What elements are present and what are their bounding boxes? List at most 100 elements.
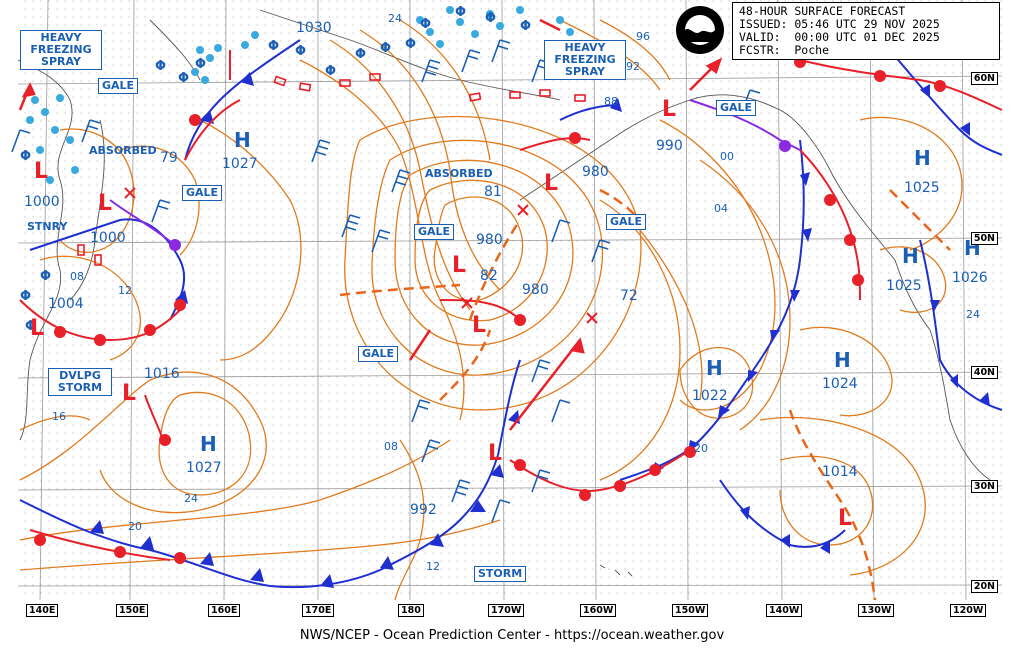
low-symbol-980b: L	[472, 313, 486, 338]
isobar-label: 92	[626, 60, 640, 73]
low-symbol-1004: L	[30, 316, 44, 341]
warm-front-bumps	[34, 56, 946, 564]
low-symbol-980a: L	[452, 253, 466, 278]
svg-text:Φ: Φ	[20, 289, 31, 304]
svg-text:Φ: Φ	[520, 19, 531, 34]
svg-text:Φ: Φ	[195, 57, 206, 72]
low-symbol-980c: L	[544, 171, 558, 196]
isobar-label: 20	[128, 520, 142, 533]
tag-dvlpg-storm: DVLPG STORM	[48, 368, 112, 396]
high-symbol: H	[234, 128, 251, 152]
svg-text:Φ: Φ	[295, 44, 306, 59]
svg-text:Φ: Φ	[455, 5, 466, 20]
low-symbols: L L L L L L L L L L	[30, 97, 852, 531]
low-pressure: 1014	[822, 464, 858, 480]
isobar-label: 12	[426, 560, 440, 573]
footer-credit: NWS/NCEP - Ocean Prediction Center - htt…	[299, 628, 725, 643]
low-pressure: 1000	[24, 194, 60, 210]
lon-label-170w: 170W	[488, 604, 525, 617]
tag-gale-6: GALE	[716, 100, 757, 116]
isobar-label: 81	[484, 184, 502, 200]
header-line3: VALID: 00:00 UTC 01 DEC 2025	[739, 30, 940, 44]
low-symbol-990: L	[662, 97, 676, 122]
low-symbol-1000a: L	[34, 159, 48, 184]
high-pressure: 1027	[186, 460, 222, 476]
low-pressure: 1016	[144, 366, 180, 382]
svg-text:Φ: Φ	[268, 39, 279, 54]
low-pressure: 1000	[90, 230, 126, 246]
isobar-label: 08	[384, 440, 398, 453]
svg-text:Φ: Φ	[485, 11, 496, 26]
low-pressure: 980	[522, 282, 549, 298]
lat-label-50n: 50N	[970, 232, 998, 245]
svg-text:Φ: Φ	[178, 71, 189, 86]
high-pressure: 1025	[904, 180, 940, 196]
lon-label-140w: 140W	[766, 604, 803, 617]
cold-fronts	[19, 39, 1003, 589]
tag-storm: STORM	[474, 566, 527, 582]
isobar-label: 04	[714, 202, 728, 215]
lat-label-30n: 30N	[970, 480, 998, 493]
header-line4: FCSTR: Poche	[739, 43, 830, 57]
tag-heavy-freezing-spray-west: HEAVY FREEZING SPRAY	[20, 30, 102, 70]
low-pressure: 980	[582, 164, 609, 180]
isobar-label: 24	[388, 12, 402, 25]
isobar-label: 96	[636, 30, 650, 43]
high-pressure: 1027	[222, 156, 258, 172]
svg-text:Φ: Φ	[20, 149, 31, 164]
lon-label-140e: 140E	[26, 604, 59, 617]
noaa-logo-icon	[676, 6, 724, 54]
isobar-label: 24	[966, 308, 980, 321]
high-symbol: H	[200, 432, 217, 456]
svg-text:Φ: Φ	[405, 37, 416, 52]
storm-track-arrows	[18, 18, 723, 431]
svg-text:Φ: Φ	[40, 269, 51, 284]
low-pressure: 990	[656, 138, 683, 154]
occluded-fronts	[109, 99, 801, 246]
lon-label-120w: 120W	[950, 604, 987, 617]
tag-gale-5: GALE	[606, 214, 647, 230]
lon-label-160w: 160W	[580, 604, 617, 617]
low-center-x-marks	[124, 187, 598, 324]
tag-stnry: STNRY	[27, 220, 68, 233]
freezing-spray-dots	[26, 6, 574, 184]
troughs	[339, 188, 951, 601]
isobar-label: 16	[52, 410, 66, 423]
svg-text:Φ: Φ	[155, 59, 166, 74]
isobar-label: 20	[694, 442, 708, 455]
forecast-header: 48-HOUR SURFACE FORECAST ISSUED: 05:46 U…	[732, 2, 1000, 60]
lat-lon-grid	[17, 0, 1003, 601]
tag-gale-3: GALE	[414, 224, 455, 240]
tag-heavy-freezing-spray-east: HEAVY FREEZING SPRAY	[544, 40, 626, 80]
lon-label-180: 180	[398, 604, 424, 617]
low-symbol-1000b: L	[98, 191, 112, 216]
high-pressure: 1022	[692, 388, 728, 404]
high-pressure: 1024	[822, 376, 858, 392]
ice-edge	[77, 73, 586, 266]
isobar-label: 1030	[296, 20, 332, 36]
cold-front-barbs	[90, 72, 990, 588]
lon-label-160e: 160E	[208, 604, 241, 617]
tag-absorbed-2: ABSORBED	[425, 167, 493, 180]
low-pressure: 992	[410, 502, 437, 518]
low-pressure: 1004	[48, 296, 84, 312]
lat-label-20n: 20N	[970, 580, 998, 593]
lon-label-130w: 130W	[858, 604, 895, 617]
isobars	[19, 19, 963, 601]
low-symbol-992: L	[488, 441, 502, 466]
lon-label-150e: 150E	[116, 604, 149, 617]
high-symbol: H	[834, 348, 851, 372]
svg-text:Φ: Φ	[420, 17, 431, 32]
high-symbol: H	[914, 146, 931, 170]
isobar-label: 72	[620, 288, 638, 304]
tag-absorbed-1: ABSORBED	[89, 144, 157, 157]
lon-label-170e: 170E	[302, 604, 335, 617]
isobar-label: 08	[70, 270, 84, 283]
lat-label-40n: 40N	[970, 366, 998, 379]
freezing-symbols: ΦΦΦ ΦΦΦ ΦΦΦ ΦΦΦ ΦΦΦ ΦΦΦ	[20, 5, 559, 334]
tag-gale-2: GALE	[182, 185, 223, 201]
high-pressure: 1025	[886, 278, 922, 294]
isobar-label: 79	[160, 150, 178, 166]
high-pressure: 1026	[952, 270, 988, 286]
